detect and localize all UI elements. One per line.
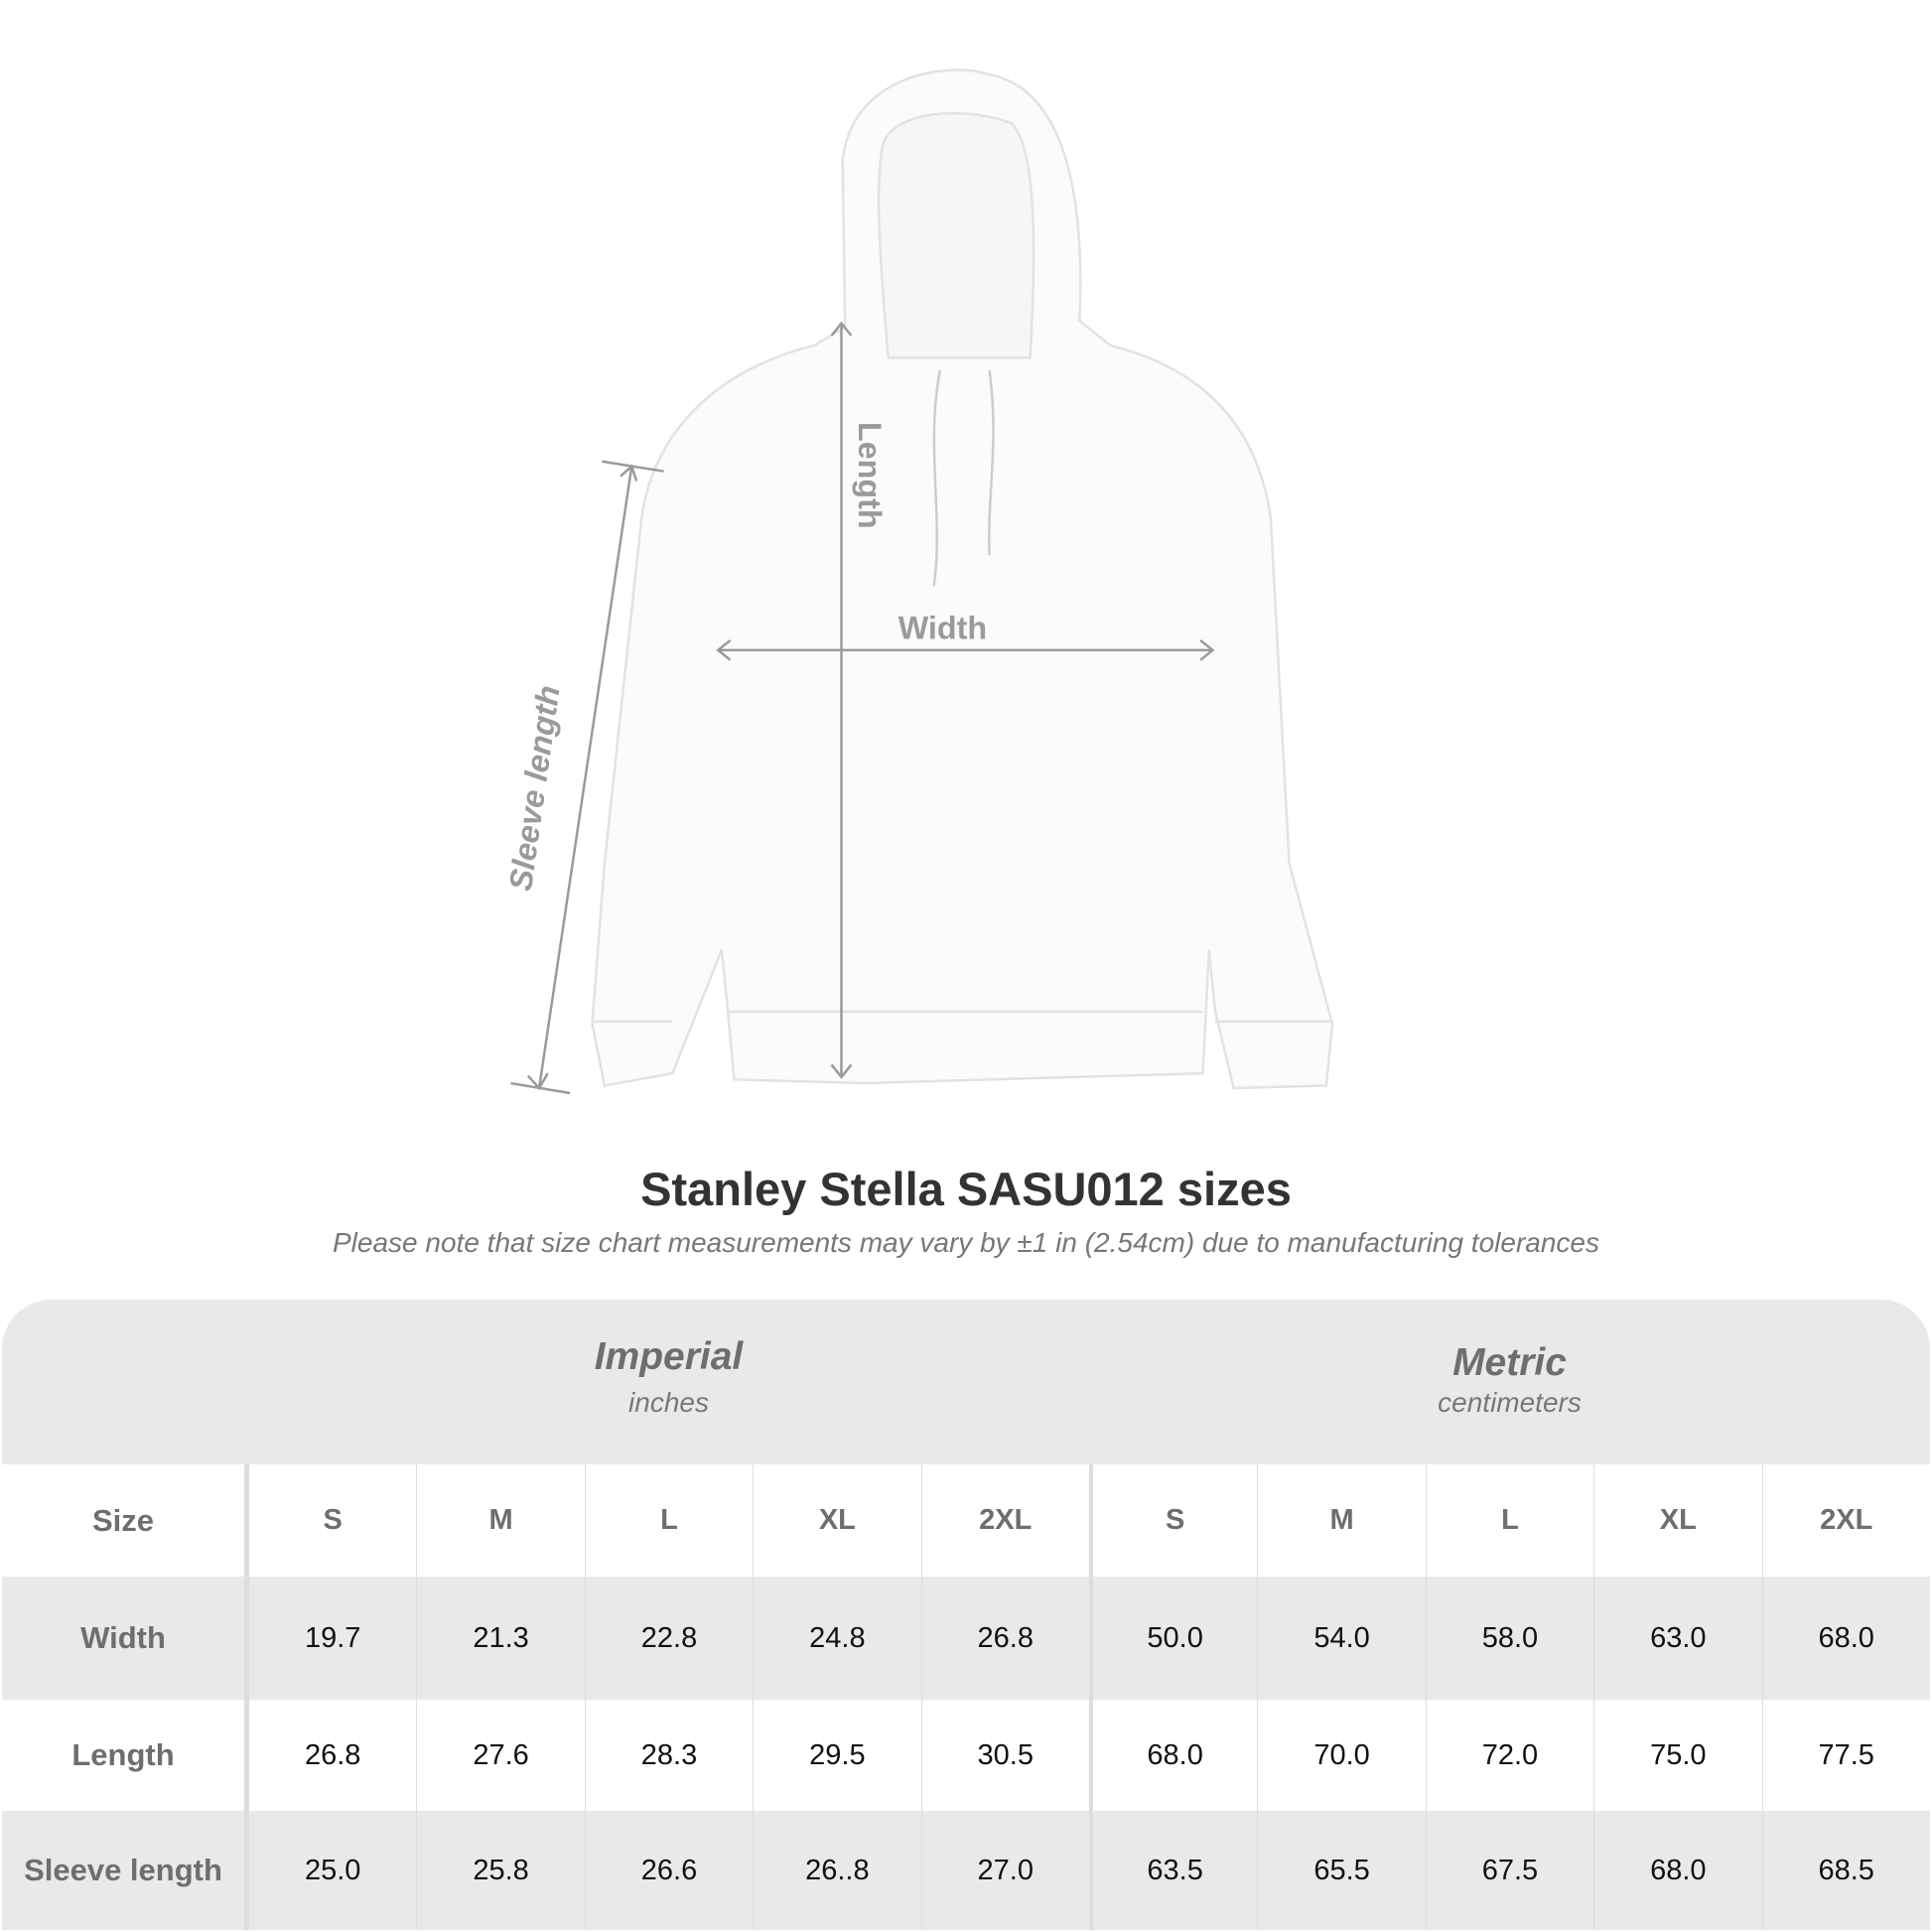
metric-value-cell: 72.0 bbox=[1425, 1700, 1593, 1811]
imperial-value-cell: 25.8 bbox=[416, 1811, 584, 1930]
metric-value-cell: 63.0 bbox=[1593, 1577, 1761, 1700]
width-label: Width bbox=[898, 611, 987, 646]
imperial-value-cell: 26.6 bbox=[584, 1811, 753, 1930]
size-header-row: Size S M L XL 2XL S M L XL 2XL bbox=[2, 1464, 1930, 1577]
tolerance-note: Please note that size chart measurements… bbox=[333, 1227, 1599, 1258]
length-label: Length bbox=[852, 422, 888, 529]
metric-value-cell: 70.0 bbox=[1257, 1700, 1425, 1811]
size-table: Imperial inches Metric centimeters Size S… bbox=[2, 1300, 1930, 1930]
table-row-sleeve-length: Sleeve length 25.0 25.8 26.6 26..8 27.0 63.5 65… bbox=[2, 1811, 1930, 1930]
metric-group: Metric centimeters bbox=[1089, 1341, 1930, 1419]
metric-value-cell: 58.0 bbox=[1425, 1577, 1593, 1700]
unit-header: Imperial inches Metric centimeters bbox=[2, 1300, 1930, 1464]
metric-size-2xl: 2XL bbox=[1761, 1464, 1930, 1577]
table-row-length: Length 26.8 27.6 28.3 29.5 30.5 68.0 70.0 72.0 75… bbox=[2, 1700, 1930, 1811]
size-header-label: Size bbox=[2, 1464, 248, 1577]
hoodie-image bbox=[591, 69, 1334, 1090]
row-label: Width bbox=[2, 1577, 248, 1700]
hoodie-diagram: Length Width Sleeve length bbox=[502, 69, 1334, 1095]
imperial-group: Imperial inches bbox=[248, 1335, 1089, 1419]
metric-size-l: L bbox=[1425, 1464, 1593, 1577]
imperial-value-cell: 19.7 bbox=[248, 1577, 416, 1700]
imperial-value-cell: 26..8 bbox=[753, 1811, 920, 1930]
table-row-width: Width 19.7 21.3 22.8 24.8 26.8 50.0 54.0 58.0 63.… bbox=[2, 1577, 1930, 1700]
metric-value-cell: 68.0 bbox=[1761, 1577, 1930, 1700]
imperial-size-xl: XL bbox=[753, 1464, 920, 1577]
measurement-arrows bbox=[510, 321, 1215, 1095]
metric-size-m: M bbox=[1257, 1464, 1425, 1577]
metric-value-cell: 50.0 bbox=[1088, 1577, 1257, 1700]
imperial-value-cell: 27.6 bbox=[416, 1700, 584, 1811]
imperial-value-cell: 26.8 bbox=[248, 1700, 416, 1811]
metric-value-cell: 68.0 bbox=[1088, 1700, 1257, 1811]
metric-value-cell: 68.0 bbox=[1593, 1811, 1761, 1930]
imperial-unit: inches bbox=[628, 1387, 709, 1418]
imperial-size-m: M bbox=[416, 1464, 584, 1577]
imperial-value-cell: 21.3 bbox=[416, 1577, 584, 1700]
imperial-size-l: L bbox=[584, 1464, 753, 1577]
row-label: Length bbox=[2, 1700, 248, 1811]
metric-value-cell: 54.0 bbox=[1257, 1577, 1425, 1700]
imperial-value-cell: 26.8 bbox=[920, 1577, 1089, 1700]
metric-size-xl: XL bbox=[1593, 1464, 1761, 1577]
metric-size-s: S bbox=[1088, 1464, 1257, 1577]
row-label: Sleeve length bbox=[2, 1811, 248, 1930]
page-title: Stanley Stella SASU012 sizes bbox=[640, 1163, 1292, 1215]
imperial-value-cell: 24.8 bbox=[753, 1577, 920, 1700]
metric-value-cell: 65.5 bbox=[1257, 1811, 1425, 1930]
imperial-value-cell: 29.5 bbox=[753, 1700, 920, 1811]
imperial-value-cell: 30.5 bbox=[920, 1700, 1089, 1811]
imperial-size-2xl: 2XL bbox=[920, 1464, 1089, 1577]
metric-value-cell: 77.5 bbox=[1761, 1700, 1930, 1811]
imperial-size-s: S bbox=[248, 1464, 416, 1577]
metric-value-cell: 75.0 bbox=[1593, 1700, 1761, 1811]
sleeve-length-label: Sleeve length bbox=[502, 683, 567, 893]
imperial-value-cell: 22.8 bbox=[584, 1577, 753, 1700]
metric-value-cell: 63.5 bbox=[1088, 1811, 1257, 1930]
imperial-value-cell: 25.0 bbox=[248, 1811, 416, 1930]
imperial-label: Imperial bbox=[594, 1335, 744, 1378]
metric-value-cell: 67.5 bbox=[1425, 1811, 1593, 1930]
metric-unit: centimeters bbox=[1438, 1387, 1582, 1418]
metric-label: Metric bbox=[1452, 1341, 1567, 1384]
metric-value-cell: 68.5 bbox=[1761, 1811, 1930, 1930]
imperial-value-cell: 28.3 bbox=[584, 1700, 753, 1811]
imperial-value-cell: 27.0 bbox=[920, 1811, 1089, 1930]
